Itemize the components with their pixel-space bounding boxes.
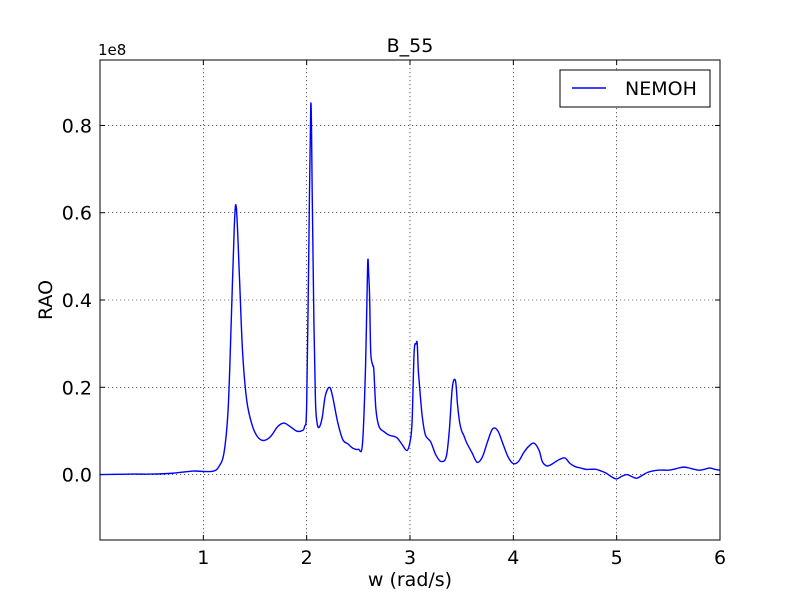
legend-label: NEMOH <box>625 78 697 100</box>
axis-ticks: 1 2 3 4 5 6 0.0 0.2 0.4 0.6 0.8 <box>62 60 726 569</box>
grid <box>100 60 721 540</box>
x-tick-label: 4 <box>507 547 519 569</box>
x-tick-label: 1 <box>197 547 209 569</box>
x-tick-label: 6 <box>714 547 726 569</box>
x-tick-label: 3 <box>404 547 416 569</box>
series-line-nemoh <box>99 102 721 480</box>
y-tick-label: 0.4 <box>62 290 92 312</box>
series-layer <box>99 102 721 480</box>
x-axis-label: w (rad/s) <box>368 569 452 591</box>
y-axis-label: RAO <box>35 280 57 320</box>
y-tick-label: 0.8 <box>62 115 92 137</box>
x-tick-label: 2 <box>301 547 313 569</box>
y-offset-label: 1e8 <box>98 41 126 59</box>
y-tick-label: 0.6 <box>62 203 92 225</box>
y-tick-label: 0.0 <box>62 465 92 487</box>
plot-frame <box>99 59 721 541</box>
y-tick-label: 0.2 <box>62 377 92 399</box>
x-tick-label: 5 <box>611 547 623 569</box>
legend: NEMOH <box>559 69 711 108</box>
chart-title: B_55 <box>387 35 434 57</box>
